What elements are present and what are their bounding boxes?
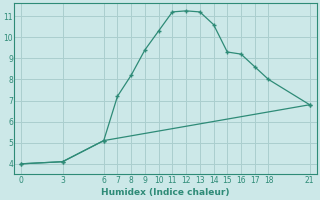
- X-axis label: Humidex (Indice chaleur): Humidex (Indice chaleur): [101, 188, 230, 197]
